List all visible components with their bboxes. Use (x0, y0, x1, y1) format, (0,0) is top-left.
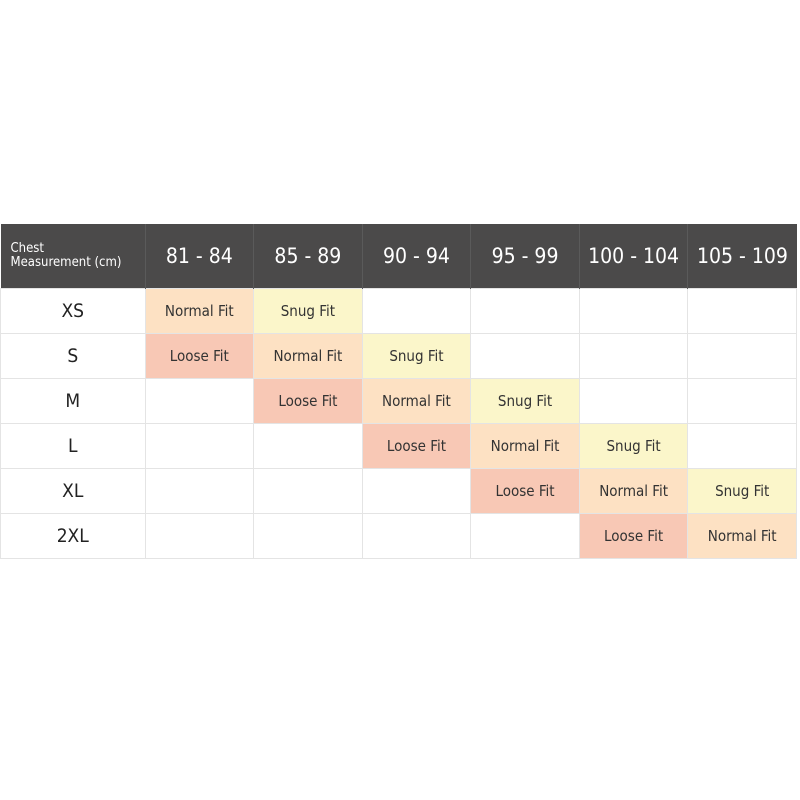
size-label: L (0, 423, 146, 469)
empty-cell (687, 288, 797, 334)
empty-cell (361, 513, 472, 559)
empty-cell (578, 333, 689, 379)
empty-cell (470, 288, 580, 334)
empty-cell (144, 378, 255, 424)
size-label: XL (0, 468, 146, 514)
empty-cell (144, 513, 255, 559)
table-row: XS Normal Fit Snug Fit (0, 288, 797, 334)
fit-cell: Loose Fit (253, 378, 363, 424)
empty-cell (253, 468, 363, 514)
size-chart-table: Chest Measurement (cm) 81 - 84 85 - 89 90… (0, 224, 797, 559)
empty-cell (578, 378, 689, 424)
empty-cell (687, 378, 797, 424)
range-header: 90 - 94 (361, 224, 471, 289)
fit-cell: Normal Fit (470, 423, 580, 469)
chest-measurement-label: Chest Measurement (cm) (0, 224, 145, 289)
fit-cell: Normal Fit (253, 333, 363, 379)
fit-cell: Loose Fit (470, 468, 580, 514)
fit-cell: Normal Fit (361, 378, 472, 424)
table-row: 2XL Loose Fit Normal Fit (0, 513, 797, 559)
empty-cell (578, 288, 689, 334)
empty-cell (361, 468, 472, 514)
range-header: 95 - 99 (470, 224, 580, 289)
header-row: Chest Measurement (cm) 81 - 84 85 - 89 90… (0, 224, 797, 289)
label-line-1: Chest (10, 241, 44, 256)
fit-cell: Loose Fit (144, 333, 255, 379)
size-label: XS (0, 288, 146, 334)
empty-cell (470, 513, 580, 559)
empty-cell (361, 288, 472, 334)
empty-cell (253, 423, 363, 469)
fit-cell: Snug Fit (470, 378, 580, 424)
fit-cell: Snug Fit (578, 423, 689, 469)
fit-cell: Normal Fit (687, 513, 797, 559)
table-row: XL Loose Fit Normal Fit Snug Fit (0, 468, 797, 514)
empty-cell (687, 333, 797, 379)
empty-cell (144, 468, 255, 514)
empty-cell (470, 333, 580, 379)
fit-cell: Normal Fit (144, 288, 255, 334)
fit-cell: Snug Fit (253, 288, 363, 334)
empty-cell (144, 423, 255, 469)
empty-cell (253, 513, 363, 559)
table-row: S Loose Fit Normal Fit Snug Fit (0, 333, 797, 379)
label-line-2: Measurement (cm) (10, 255, 122, 270)
table-row: L Loose Fit Normal Fit Snug Fit (0, 423, 797, 469)
fit-cell: Snug Fit (687, 468, 797, 514)
size-label: M (0, 378, 146, 424)
range-header: 105 - 109 (687, 224, 797, 289)
table-row: M Loose Fit Normal Fit Snug Fit (0, 378, 797, 424)
fit-cell: Loose Fit (361, 423, 472, 469)
size-label: 2XL (0, 513, 146, 559)
fit-cell: Normal Fit (578, 468, 689, 514)
fit-cell: Loose Fit (578, 513, 689, 559)
range-header: 85 - 89 (253, 224, 363, 289)
size-label: S (0, 333, 146, 379)
range-header: 81 - 84 (144, 224, 254, 289)
empty-cell (687, 423, 797, 469)
range-header: 100 - 104 (578, 224, 688, 289)
fit-cell: Snug Fit (361, 333, 472, 379)
